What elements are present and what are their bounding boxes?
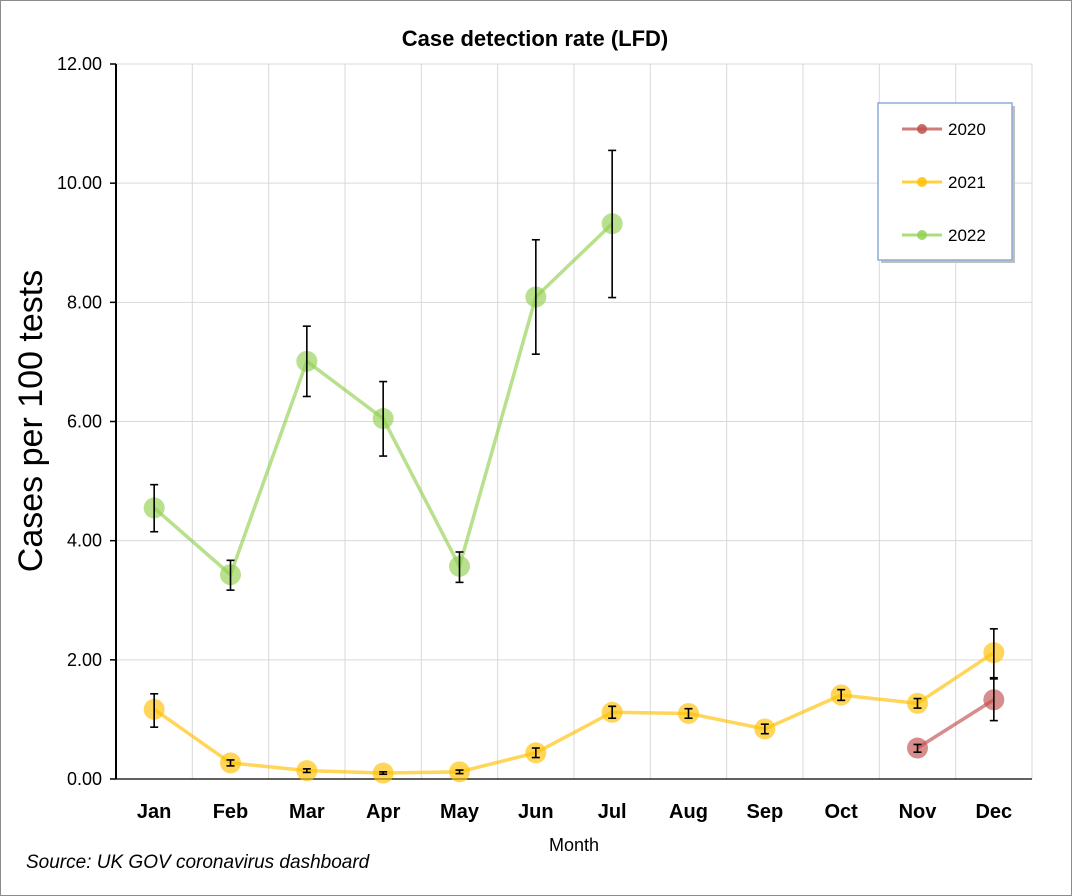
x-tick-label: Jun [518, 801, 554, 823]
series-line-2021 [153, 651, 995, 775]
x-axis-ticks: Jan Feb Mar Apr May Jun Jul Aug Sep Oct Nov Dec [137, 801, 1012, 823]
y-axis-ticks: 0.00 2.00 4.00 6.00 8.00 10.00 12.00 [57, 54, 102, 789]
x-tick-label: Aug [669, 801, 708, 823]
series-line-2020 [916, 698, 995, 750]
legend-swatch-marker [917, 230, 927, 240]
x-tick-label: Feb [213, 801, 249, 823]
y-tick-label: 8.00 [67, 292, 102, 312]
series-2021 [143, 628, 1005, 784]
x-tick-label: Nov [899, 801, 938, 823]
x-tick-label: Oct [824, 801, 858, 823]
x-tick-label: Dec [975, 801, 1012, 823]
series-2020 [907, 678, 1005, 759]
axes [110, 63, 1032, 780]
series-2022 [143, 149, 623, 591]
x-tick-label: Jul [598, 801, 627, 823]
y-tick-label: 6.00 [67, 412, 102, 432]
y-tick-label: 12.00 [57, 54, 102, 74]
y-tick-label: 4.00 [67, 531, 102, 551]
chart-title: Case detection rate (LFD) [402, 26, 669, 51]
x-tick-label: Mar [289, 801, 325, 823]
y-axis-label: Cases per 100 tests [12, 270, 50, 572]
data-series [143, 149, 1005, 784]
source-note: Source: UK GOV coronavirus dashboard [26, 852, 371, 873]
y-tick-label: 10.00 [57, 173, 102, 193]
x-tick-label: Sep [746, 801, 783, 823]
x-axis-label: Month [549, 835, 599, 855]
gridlines [116, 63, 1033, 779]
legend-swatch-marker [917, 124, 927, 134]
legend-label: 2022 [948, 226, 986, 245]
legend-swatch-marker [917, 177, 927, 187]
y-tick-label: 0.00 [67, 769, 102, 789]
legend-label: 2020 [948, 120, 986, 139]
legend: 2020 2021 2022 [877, 102, 1015, 263]
x-tick-label: Jan [137, 801, 171, 823]
x-tick-label: Apr [366, 801, 401, 823]
x-tick-label: May [440, 801, 480, 823]
legend-box [877, 102, 1013, 261]
legend-label: 2021 [948, 173, 986, 192]
y-tick-label: 2.00 [67, 650, 102, 670]
